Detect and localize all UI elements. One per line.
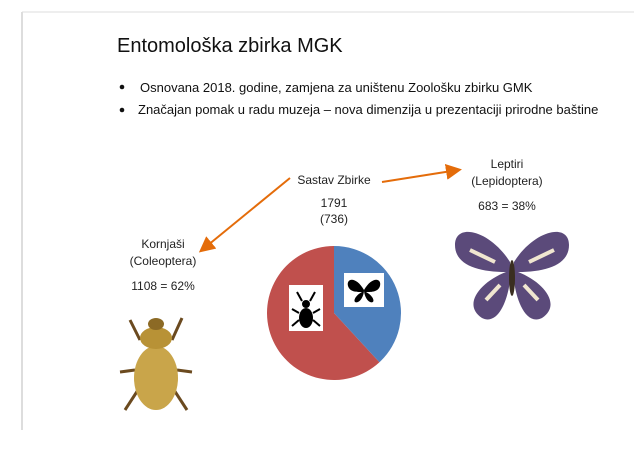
value-label: 683 = 38% [478, 199, 536, 213]
bullet-box: Značajan pomak u radu muzeja – nova dime… [138, 101, 608, 141]
total-note: (736) [320, 212, 348, 226]
butterfly-icon [344, 273, 384, 307]
total: 1791 [321, 196, 348, 210]
category-label: Kornjaši [141, 237, 184, 251]
category-label: Leptiri [491, 157, 524, 171]
bullet-text: Osnovana 2018. godine, zamjena za unište… [140, 80, 533, 95]
value-label: 1108 = 62% [131, 279, 195, 293]
chart-title: Sastav Zbirke [297, 173, 371, 187]
beetle-icon [289, 285, 323, 331]
page: Entomološka zbirka MGK Osnovana 2018. go… [0, 0, 644, 462]
pie [267, 246, 401, 380]
slide: Entomološka zbirka MGK Osnovana 2018. go… [0, 0, 644, 457]
bullet-text: Značajan pomak u radu muzeja – nova dime… [138, 101, 608, 118]
background [0, 0, 644, 457]
slide-title: Entomološka zbirka MGK [117, 35, 343, 57]
category-sublabel: (Lepidoptera) [471, 174, 542, 188]
bullet [120, 85, 125, 90]
category-sublabel: (Coleoptera) [130, 254, 197, 268]
bullet [120, 108, 125, 113]
